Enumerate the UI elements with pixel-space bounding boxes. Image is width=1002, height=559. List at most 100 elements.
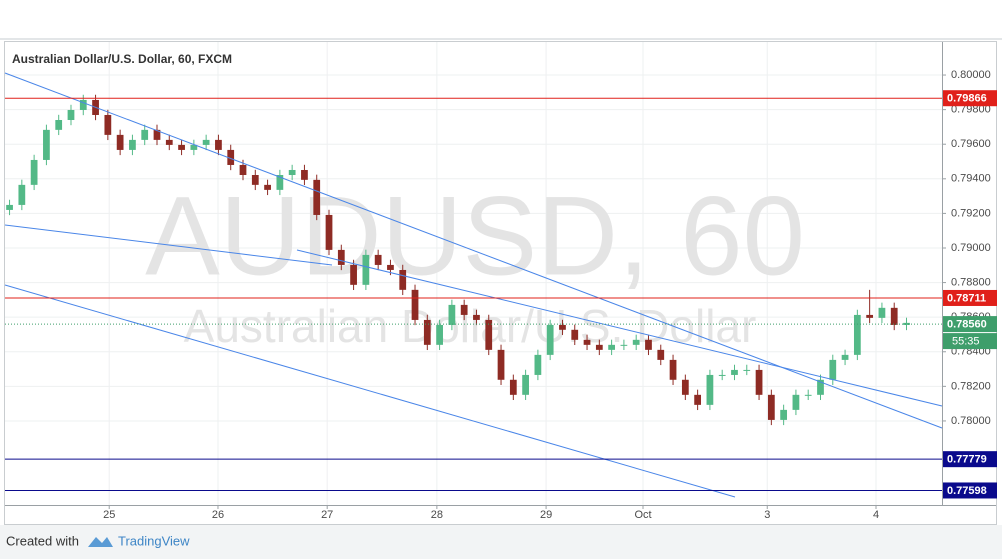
candle-body <box>6 204 13 210</box>
x-tick-label: 28 <box>431 509 443 521</box>
candle-body <box>485 319 493 350</box>
footer-text: Created with <box>6 533 79 548</box>
level-label: 0.77598 <box>947 485 987 497</box>
y-tick-label: 0.80000 <box>951 69 991 81</box>
candle-body <box>362 254 370 285</box>
candle-body <box>325 214 333 250</box>
last-price-box <box>943 316 997 333</box>
candle-body <box>43 129 50 160</box>
candle-body <box>546 324 554 355</box>
level-label: 0.78711 <box>947 292 986 304</box>
candle-body <box>215 139 222 150</box>
countdown-box <box>943 333 997 350</box>
watermark: AUDUSD, 60 Australian Dollar/U.S. Dollar <box>145 174 805 353</box>
level-label-box <box>943 90 997 107</box>
candle-body <box>387 264 394 270</box>
x-tick-label: 3 <box>764 509 770 521</box>
x-tick-label: 29 <box>540 509 552 521</box>
candle-body <box>767 394 775 420</box>
candle-body <box>116 134 124 150</box>
candle-body <box>288 169 296 176</box>
candle-body <box>202 139 210 145</box>
x-tick-label: 26 <box>212 509 224 521</box>
candle-body <box>681 379 689 395</box>
candle-body <box>460 304 468 315</box>
y-tick-label: 0.78000 <box>951 415 991 427</box>
candle-body <box>522 374 529 395</box>
candle-body <box>841 354 849 360</box>
candle-body <box>620 344 628 346</box>
y-tick-label: 0.79800 <box>951 104 991 116</box>
candle-body <box>313 179 321 215</box>
candle-body <box>817 379 824 395</box>
candle-body <box>79 99 87 110</box>
trend-line <box>4 224 333 266</box>
candle-body <box>178 144 185 150</box>
candle-body <box>903 322 910 325</box>
y-tick-label: 0.78800 <box>951 276 991 288</box>
candle-body <box>423 319 431 345</box>
candle-body <box>534 354 542 375</box>
candle-body <box>571 329 579 340</box>
candle-body <box>608 344 615 350</box>
y-tick-label: 0.79400 <box>951 173 991 185</box>
trend-lines <box>4 72 943 498</box>
tradingview-logo[interactable]: TradingView <box>88 533 190 548</box>
candle-body <box>878 307 886 318</box>
candle-body <box>755 369 763 395</box>
candle-body <box>829 359 837 380</box>
candle-body <box>559 324 566 330</box>
chart-title: Australian Dollar/U.S. Dollar, 60, FXCM <box>12 52 232 66</box>
candle-body <box>374 254 382 265</box>
level-label: 0.79866 <box>947 93 987 105</box>
candle-body <box>399 269 407 290</box>
candle-body <box>190 144 198 150</box>
candle-body <box>55 120 63 130</box>
candle-body <box>264 184 271 190</box>
candle-body <box>694 394 702 405</box>
candle-body <box>583 339 591 345</box>
candle-body <box>153 129 161 140</box>
candle-body <box>645 339 652 350</box>
candle-body <box>718 374 726 376</box>
y-tick-label: 0.79000 <box>951 242 991 254</box>
candle-body <box>165 139 173 145</box>
logo-icon <box>88 537 113 547</box>
level-label-box <box>943 289 997 306</box>
candle-body <box>669 359 677 380</box>
candle-body <box>30 159 38 185</box>
candle-body <box>866 314 874 318</box>
candle-body <box>731 369 738 375</box>
level-label-box <box>943 451 997 468</box>
candle-body <box>227 149 235 165</box>
x-tick-label: 25 <box>103 509 115 521</box>
x-tick-label: 27 <box>321 509 333 521</box>
y-tick-label: 0.79600 <box>951 138 991 150</box>
candle-body <box>509 379 517 395</box>
level-label: 0.77779 <box>947 454 987 466</box>
candle-body <box>890 307 898 325</box>
candle-body <box>780 409 788 420</box>
candle-body <box>67 109 75 121</box>
candle-body <box>436 324 443 345</box>
candle-body <box>239 164 247 176</box>
chart-frame <box>4 41 997 525</box>
candle-body <box>104 114 112 135</box>
x-tick-label: Oct <box>634 509 651 521</box>
candle-body <box>448 304 456 325</box>
candle-body <box>804 394 812 396</box>
y-tick-label: 0.78200 <box>951 380 991 392</box>
candle-body <box>595 344 603 350</box>
candle-body <box>706 374 714 405</box>
candle-body <box>276 175 284 190</box>
y-tick-label: 0.79200 <box>951 207 991 219</box>
candle-body <box>337 249 345 265</box>
footer-brand[interactable]: TradingView <box>118 533 190 548</box>
trend-line <box>4 284 736 498</box>
candle-body <box>743 369 751 371</box>
candle-body <box>853 314 861 355</box>
last-price-label: 0.78560 <box>947 318 987 330</box>
